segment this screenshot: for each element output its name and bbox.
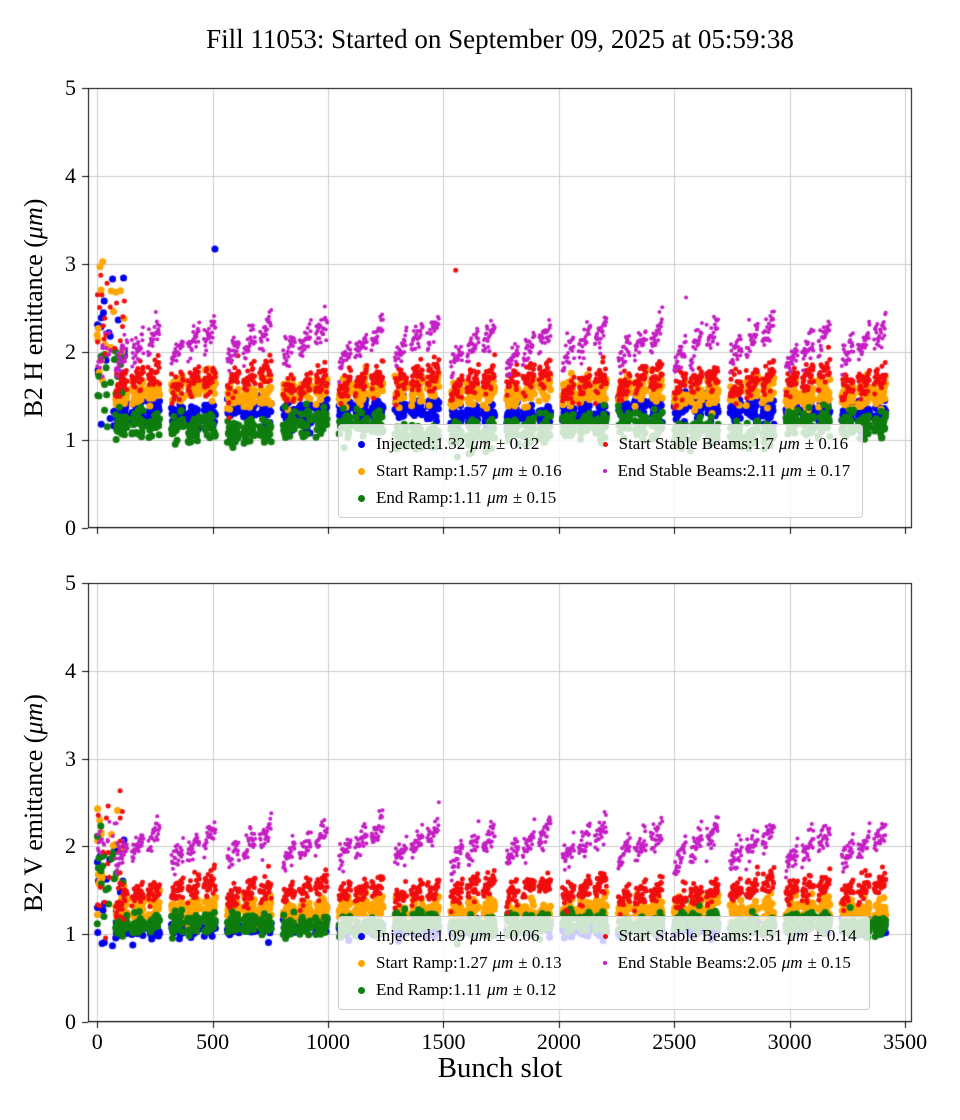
- legend-h: Injected: 1.32 μm ± 0.12 Start Ramp: 1.57 μm ± …: [338, 424, 864, 518]
- y-axis-unit: μm: [19, 702, 48, 735]
- legend-text-unit: μm: [470, 926, 492, 945]
- y-tick-label: 2: [65, 833, 76, 859]
- legend-text-value: 2.11: [746, 461, 777, 480]
- legend-text-value: 1.32: [435, 434, 466, 453]
- x-tick-label: 1000: [306, 1029, 351, 1054]
- legend-v: Injected: 1.09 μm ± 0.06 Start Ramp: 1.27 μm ± …: [338, 916, 870, 1010]
- legend-marker-dot: [358, 467, 365, 475]
- y-axis-unit: μm: [19, 207, 48, 240]
- y-axis-label-text: B2 V emittance (: [19, 734, 48, 912]
- legend-text-value: 2.05: [746, 953, 777, 972]
- legend-text-err: ± 0.13: [518, 953, 562, 972]
- legend-text-err: ± 0.17: [806, 461, 851, 480]
- legend-marker-dot: [358, 959, 365, 967]
- legend-marker-dot: [602, 469, 607, 473]
- y-axis-label-v: B2 V emittance (μm): [19, 694, 49, 912]
- legend-text-unit: μm: [487, 488, 508, 507]
- legend-text-err: ± 0.14: [813, 926, 857, 945]
- y-tick-label: 5: [65, 75, 76, 100]
- legend-marker-dot: [602, 441, 608, 447]
- legend-text-unit: μm: [778, 434, 800, 453]
- legend-text-value: 1.51: [752, 926, 783, 945]
- figure-title: Fill 11053: Started on September 09, 202…: [206, 24, 794, 54]
- legend-text-unit: μm: [492, 461, 514, 480]
- y-tick-label: 4: [65, 163, 76, 188]
- legend-item: Start Stable Beams: 1.7 μm ± 0.16: [596, 434, 851, 454]
- legend-item: End Ramp: 1.11 μm ± 0.12: [351, 980, 562, 1000]
- legend-text-err: ± 0.12: [496, 434, 540, 453]
- legend-item: End Ramp: 1.11 μm ± 0.15: [351, 488, 562, 508]
- y-axis-label-h: B2 H emittance (μm): [19, 199, 49, 418]
- legend-text-name: Start Ramp:: [376, 461, 458, 480]
- legend-text-unit: μm: [781, 461, 802, 480]
- x-tick-label: 0: [91, 1029, 103, 1054]
- x-tick-label: 3500: [883, 1029, 928, 1054]
- legend-item: Injected: 1.09 μm ± 0.06: [351, 926, 562, 946]
- legend-text-err: ± 0.16: [518, 461, 562, 480]
- legend-item: Start Ramp: 1.57 μm ± 0.16: [351, 461, 562, 481]
- y-axis-label-text: B2 H emittance (: [19, 239, 48, 418]
- legend-marker-dot: [358, 440, 365, 448]
- legend-item: End Stable Beams: 2.05 μm ± 0.15: [596, 953, 857, 973]
- legend-item: Start Ramp: 1.27 μm ± 0.13: [351, 953, 562, 973]
- legend-text-name: End Ramp:: [376, 980, 453, 999]
- legend-text-unit: μm: [487, 980, 508, 999]
- x-tick-label: 2500: [652, 1029, 697, 1054]
- x-tick-label: 500: [196, 1029, 230, 1054]
- y-axis-label-text: ): [19, 694, 48, 703]
- legend-text-name: End Stable Beams:: [617, 953, 747, 972]
- legend-marker-dot: [602, 933, 608, 939]
- legend-text-err: ± 0.06: [496, 926, 540, 945]
- legend-text-value: 1.7: [752, 434, 774, 453]
- legend-text-err: ± 0.12: [512, 980, 557, 999]
- legend-text-value: 1.27: [457, 953, 488, 972]
- legend-text-value: 1.11: [452, 488, 483, 507]
- legend-text-err: ± 0.15: [807, 953, 851, 972]
- legend-marker-dot: [358, 932, 365, 940]
- legend-item: Injected: 1.32 μm ± 0.12: [351, 434, 562, 454]
- y-tick-label: 5: [65, 570, 76, 595]
- y-tick-label: 4: [65, 657, 76, 683]
- x-tick-label: 3000: [767, 1029, 812, 1054]
- legend-item: Start Stable Beams: 1.51 μm ± 0.14: [596, 926, 857, 946]
- y-axis-label-text: ): [19, 198, 48, 208]
- y-tick-label: 3: [65, 745, 76, 771]
- x-axis-label: Bunch slot: [437, 1052, 563, 1084]
- legend-text-unit: μm: [781, 953, 803, 972]
- legend-text-name: Start Stable Beams:: [618, 926, 753, 945]
- legend-text-err: ± 0.16: [804, 434, 849, 453]
- legend-text-value: 1.09: [435, 926, 466, 945]
- legend-text-name: Start Ramp:: [376, 953, 458, 972]
- y-tick-label: 3: [65, 251, 76, 276]
- legend-text-name: End Ramp:: [376, 488, 453, 507]
- x-tick-label: 1500: [421, 1029, 466, 1054]
- legend-text-name: Injected:: [376, 434, 436, 453]
- y-tick-label: 1: [65, 427, 76, 452]
- legend-text-value: 1.11: [452, 980, 483, 999]
- legend-text-name: Injected:: [376, 926, 436, 945]
- x-tick-label: 2000: [536, 1029, 581, 1054]
- legend-item: End Stable Beams: 2.11 μm ± 0.17: [596, 461, 851, 481]
- legend-marker-dot: [602, 961, 607, 965]
- legend-text-name: Start Stable Beams:: [618, 434, 753, 453]
- y-tick-label: 1: [65, 921, 76, 947]
- legend-text-unit: μm: [787, 926, 809, 945]
- legend-marker-dot: [358, 494, 365, 502]
- y-tick-label: 0: [65, 1009, 76, 1034]
- y-tick-label: 2: [65, 339, 76, 364]
- y-tick-label: 0: [65, 515, 76, 540]
- legend-text-name: End Stable Beams:: [617, 461, 747, 480]
- legend-marker-dot: [358, 986, 365, 994]
- legend-text-unit: μm: [470, 434, 492, 453]
- legend-text-unit: μm: [492, 953, 514, 972]
- legend-text-value: 1.57: [457, 461, 488, 480]
- legend-text-err: ± 0.15: [512, 488, 557, 507]
